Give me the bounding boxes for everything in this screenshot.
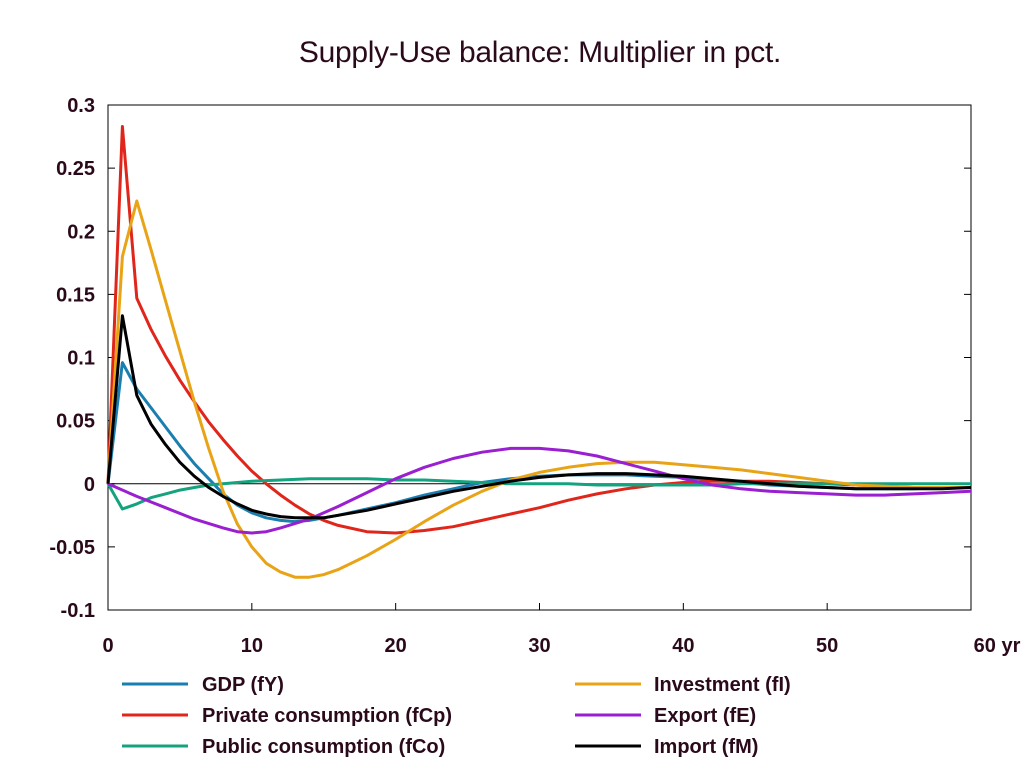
x-tick-label: 10 bbox=[241, 635, 263, 657]
y-tick-label: 0 bbox=[84, 474, 95, 496]
plot-area-frame bbox=[107, 104, 972, 611]
x-tick-label: 20 bbox=[385, 635, 407, 657]
x-tick-label: 0 bbox=[102, 635, 113, 657]
legend-label: Investment (fI) bbox=[654, 674, 791, 696]
x-tick-label: 40 bbox=[672, 635, 694, 657]
series-line-import-fm bbox=[106, 314, 972, 520]
series-line-investment-fi bbox=[106, 199, 971, 579]
series-line-export-fe bbox=[107, 446, 972, 535]
y-tick-label: 0.05 bbox=[56, 411, 95, 433]
series-line-gdp-fy bbox=[106, 361, 971, 524]
legend-label: GDP (fY) bbox=[202, 674, 284, 696]
legend-label: Export (fE) bbox=[654, 705, 756, 727]
y-tick-label: -0.1 bbox=[61, 600, 95, 622]
y-tick-label: 0.25 bbox=[56, 158, 95, 180]
y-tick-label: 0.2 bbox=[67, 221, 95, 243]
chart-title: Supply-Use balance: Multiplier in pct. bbox=[299, 36, 781, 69]
legend: GDP (fY) Private consumption (fCp) Public … bbox=[122, 674, 791, 758]
y-tick-label: 0.15 bbox=[56, 284, 95, 306]
x-tick-label: 30 bbox=[528, 635, 550, 657]
x-tick-label: 50 bbox=[816, 635, 838, 657]
series-line-public-consumption-fco bbox=[106, 477, 971, 511]
y-tick-label: -0.05 bbox=[49, 537, 95, 559]
y-tick-label: 0.1 bbox=[67, 348, 95, 370]
x-axis: 0 10 20 30 40 50 60 yr bbox=[102, 603, 1021, 657]
x-tick-label: 60 yr bbox=[974, 635, 1021, 657]
legend-label: Import (fM) bbox=[654, 736, 758, 758]
y-axis: -0.1 -0.05 0 0.05 0.1 0.15 0.2 0.25 0.3 bbox=[49, 95, 971, 622]
series-lines bbox=[106, 125, 972, 579]
legend-label: Public consumption (fCo) bbox=[202, 736, 445, 758]
legend-label: Private consumption (fCp) bbox=[202, 705, 452, 727]
series-line-private-consumption-fcp bbox=[106, 125, 971, 535]
y-tick-label: 0.3 bbox=[67, 95, 95, 117]
